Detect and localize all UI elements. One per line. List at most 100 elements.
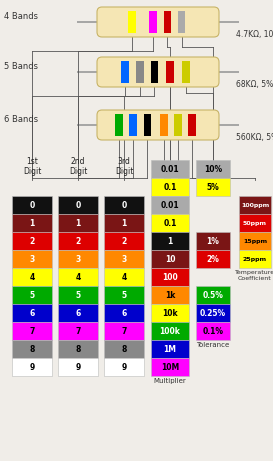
Text: 3: 3	[29, 254, 35, 264]
Text: 4.7KΩ, 10%: 4.7KΩ, 10%	[236, 30, 273, 39]
Bar	[164, 12, 171, 33]
Bar	[151, 340, 189, 358]
Text: 9: 9	[121, 362, 127, 372]
Text: 8: 8	[121, 344, 127, 354]
Bar	[58, 214, 98, 232]
Bar	[182, 61, 190, 83]
Text: 7: 7	[29, 326, 35, 336]
Bar	[196, 160, 230, 178]
Bar	[129, 114, 137, 136]
Bar	[58, 286, 98, 304]
Bar	[196, 286, 230, 304]
Bar	[104, 340, 144, 358]
Bar	[151, 232, 189, 250]
FancyBboxPatch shape	[97, 7, 219, 37]
Text: 10%: 10%	[204, 165, 222, 173]
Bar	[58, 232, 98, 250]
Text: 2: 2	[75, 236, 81, 246]
Bar	[151, 160, 189, 178]
Bar	[12, 340, 52, 358]
Bar	[12, 196, 52, 214]
Text: 5: 5	[121, 290, 127, 300]
Bar	[104, 286, 144, 304]
Bar	[12, 322, 52, 340]
Text: 5: 5	[75, 290, 81, 300]
Bar	[104, 268, 144, 286]
Text: 68KΩ, 5%: 68KΩ, 5%	[236, 80, 273, 89]
Text: 6: 6	[29, 308, 35, 318]
Text: Temperature
Coefficient: Temperature Coefficient	[235, 270, 273, 281]
Bar	[104, 322, 144, 340]
Text: 0.1: 0.1	[163, 183, 177, 191]
FancyBboxPatch shape	[202, 8, 218, 36]
FancyBboxPatch shape	[202, 58, 218, 86]
Text: 560KΩ, 5%: 560KΩ, 5%	[236, 133, 273, 142]
Bar	[136, 61, 144, 83]
Text: 7: 7	[121, 326, 127, 336]
Bar	[160, 114, 168, 136]
Bar	[12, 268, 52, 286]
Text: 0.1%: 0.1%	[203, 326, 224, 336]
Bar	[239, 250, 271, 268]
Text: 4: 4	[75, 272, 81, 282]
Bar	[151, 268, 189, 286]
Text: 2nd
Digit: 2nd Digit	[69, 157, 87, 176]
Bar	[104, 196, 144, 214]
FancyBboxPatch shape	[98, 111, 114, 139]
Text: 3: 3	[75, 254, 81, 264]
Bar	[151, 304, 189, 322]
Text: 10M: 10M	[161, 362, 179, 372]
Bar	[144, 114, 151, 136]
Text: Tolerance: Tolerance	[196, 342, 230, 348]
Bar	[12, 250, 52, 268]
Text: 1: 1	[29, 219, 35, 227]
Bar	[58, 268, 98, 286]
Text: 6: 6	[75, 308, 81, 318]
Bar	[151, 250, 189, 268]
Text: 2: 2	[29, 236, 35, 246]
Bar	[151, 358, 189, 376]
Text: 1k: 1k	[165, 290, 175, 300]
Bar	[196, 304, 230, 322]
Bar	[12, 286, 52, 304]
Text: 3rd
Digit: 3rd Digit	[115, 157, 133, 176]
FancyBboxPatch shape	[98, 58, 114, 86]
Text: 10k: 10k	[162, 308, 178, 318]
Bar	[151, 178, 189, 196]
Text: 9: 9	[29, 362, 35, 372]
Bar	[104, 214, 144, 232]
Bar	[58, 196, 98, 214]
Text: 5%: 5%	[207, 183, 219, 191]
Bar	[104, 358, 144, 376]
Text: 5: 5	[29, 290, 35, 300]
FancyBboxPatch shape	[98, 8, 114, 36]
Bar	[104, 304, 144, 322]
Text: 1M: 1M	[164, 344, 177, 354]
Text: 4: 4	[121, 272, 127, 282]
Text: 4 Bands: 4 Bands	[4, 12, 38, 21]
Text: 50ppm: 50ppm	[243, 220, 267, 225]
Text: 8: 8	[29, 344, 35, 354]
Text: 0.01: 0.01	[161, 165, 179, 173]
Text: 0: 0	[29, 201, 35, 209]
Bar	[115, 114, 123, 136]
Text: 0.25%: 0.25%	[200, 308, 226, 318]
Bar	[151, 196, 189, 214]
Bar	[12, 358, 52, 376]
Bar	[196, 232, 230, 250]
Text: 5 Bands: 5 Bands	[4, 62, 38, 71]
Bar	[196, 178, 230, 196]
FancyBboxPatch shape	[202, 111, 218, 139]
Text: 6: 6	[121, 308, 127, 318]
Text: 0: 0	[75, 201, 81, 209]
Bar	[151, 322, 189, 340]
Text: 2%: 2%	[207, 254, 219, 264]
FancyBboxPatch shape	[97, 57, 219, 87]
Bar	[239, 196, 271, 214]
Text: 0.1: 0.1	[163, 219, 177, 227]
Bar	[12, 232, 52, 250]
Bar	[58, 322, 98, 340]
Text: 0.5%: 0.5%	[203, 290, 223, 300]
Text: 100: 100	[162, 272, 178, 282]
Text: 1: 1	[167, 236, 173, 246]
